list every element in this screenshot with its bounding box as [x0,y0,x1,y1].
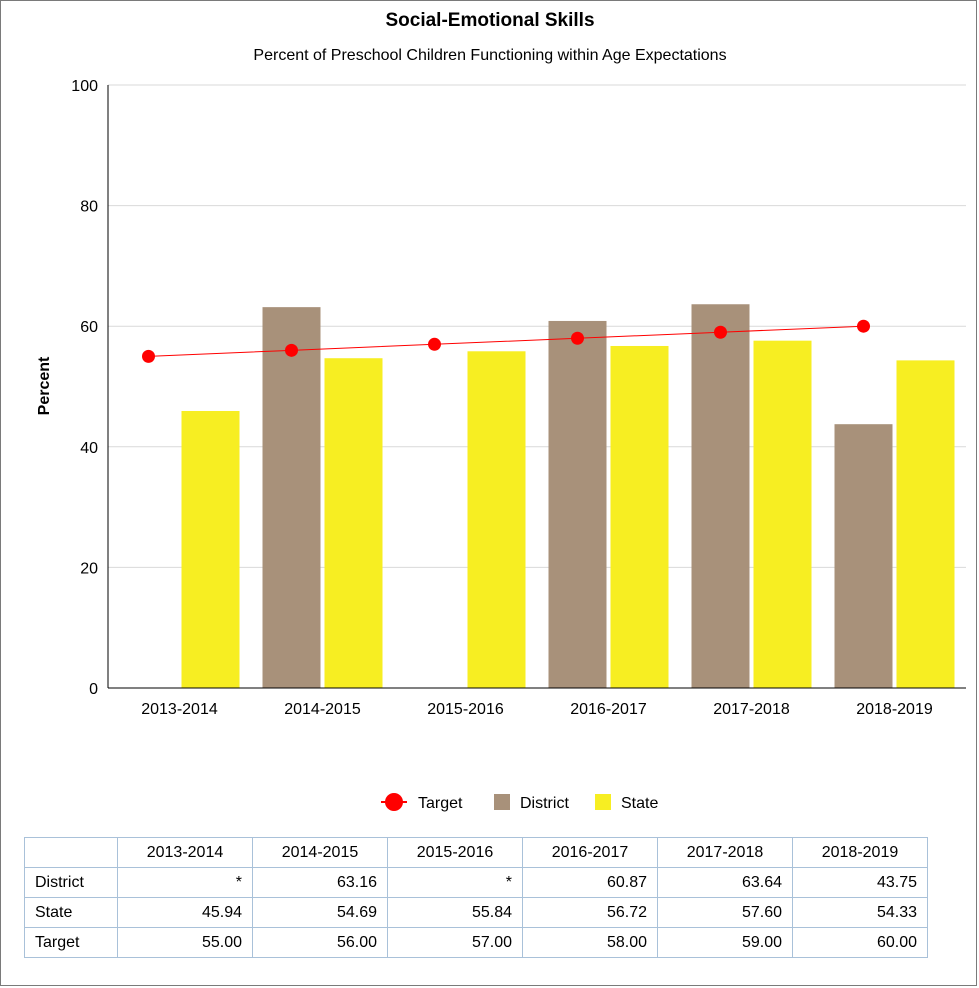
bar-state-1 [324,358,383,688]
table-cell: 55.84 [387,897,523,928]
table-header-cell: 2018-2019 [792,837,928,868]
bar-state-3 [610,345,669,688]
point-target-0 [142,349,155,363]
x-tick-label: 2016-2017 [570,701,647,718]
x-tick-label: 2013-2014 [141,701,218,718]
table-cell: 59.00 [657,927,793,958]
bar-state-5 [896,360,955,688]
table-row: State 45.94 54.69 55.84 56.72 57.60 54.33 [24,897,928,928]
x-tick-label: 2014-2015 [284,701,361,718]
point-target-2 [428,337,441,351]
legend-label-state: State [621,795,658,812]
table-cell: 45.94 [117,897,253,928]
table-row: Target 55.00 56.00 57.00 58.00 59.00 60.00 [24,927,928,958]
bar-district-4 [691,304,750,688]
legend-swatch-district [494,794,510,810]
table-cell: 57.60 [657,897,793,928]
legend-label-target: Target [418,795,463,812]
x-tick-label: 2015-2016 [427,701,504,718]
y-tick-label: 0 [89,681,98,698]
table-cell: 54.69 [252,897,388,928]
table-row: District * 63.16 * 60.87 63.64 43.75 [24,867,928,898]
table-cell: 56.72 [522,897,658,928]
point-target-3 [571,331,584,345]
table-cell: 57.00 [387,927,523,958]
table-header-cell: 2014-2015 [252,837,388,868]
table-header-cell: 2015-2016 [387,837,523,868]
table-cell: 54.33 [792,897,928,928]
legend-label-district: District [520,795,569,812]
table-cell: 63.64 [657,867,793,898]
y-tick-label: 60 [80,319,98,336]
point-target-4 [714,325,727,339]
chart-subtitle: Percent of Preschool Children Functionin… [253,47,726,64]
y-tick-label: 40 [80,440,98,457]
point-target-5 [857,319,870,333]
chart-title: Social-Emotional Skills [385,10,594,31]
table-header-cell: 2016-2017 [522,837,658,868]
table-cell: 56.00 [252,927,388,958]
y-tick-label: 20 [80,560,98,577]
y-tick-label: 80 [80,199,98,216]
table-row-label: State [24,897,118,928]
table-cell: 43.75 [792,867,928,898]
table-cell: * [117,867,253,898]
legend-swatch-state [595,794,611,810]
bar-district-5 [834,424,893,688]
x-tick-label: 2018-2019 [856,701,933,718]
data-table: 2013-2014 2014-2015 2015-2016 2016-2017 2017… [24,837,928,958]
bar-district-3 [548,320,607,688]
bar-district-1 [262,307,321,688]
legend-marker-target [385,793,403,811]
y-tick-label: 100 [71,78,98,95]
table-header-cell: 2017-2018 [657,837,793,868]
series-line-target [148,325,864,357]
table-row-label: District [24,867,118,898]
axes: 0 20 40 60 80 100 2013-2014 2014-2015 2015-2016 2… [71,78,966,718]
bar-state-0 [181,410,240,688]
target-line [142,319,870,363]
grid-lines [108,84,966,568]
bar-state-4 [753,340,812,688]
legend: Target District State [381,793,658,812]
table-cell: 60.00 [792,927,928,958]
table-cell: * [387,867,523,898]
chart: Social-Emotional Skills Percent of Presc… [36,10,966,812]
table-cell: 55.00 [117,927,253,958]
table-cell: 60.87 [522,867,658,898]
bar-state-2 [467,351,526,688]
x-tick-label: 2017-2018 [713,701,790,718]
table-row-label: Target [24,927,118,958]
table-header-row: 2013-2014 2014-2015 2015-2016 2016-2017 2017… [24,837,928,868]
table-cell: 58.00 [522,927,658,958]
table-corner-cell [24,837,118,868]
point-target-1 [285,343,298,357]
bars [119,304,955,689]
table-header-cell: 2013-2014 [117,837,253,868]
y-axis-label: Percent [36,356,53,415]
table-cell: 63.16 [252,867,388,898]
